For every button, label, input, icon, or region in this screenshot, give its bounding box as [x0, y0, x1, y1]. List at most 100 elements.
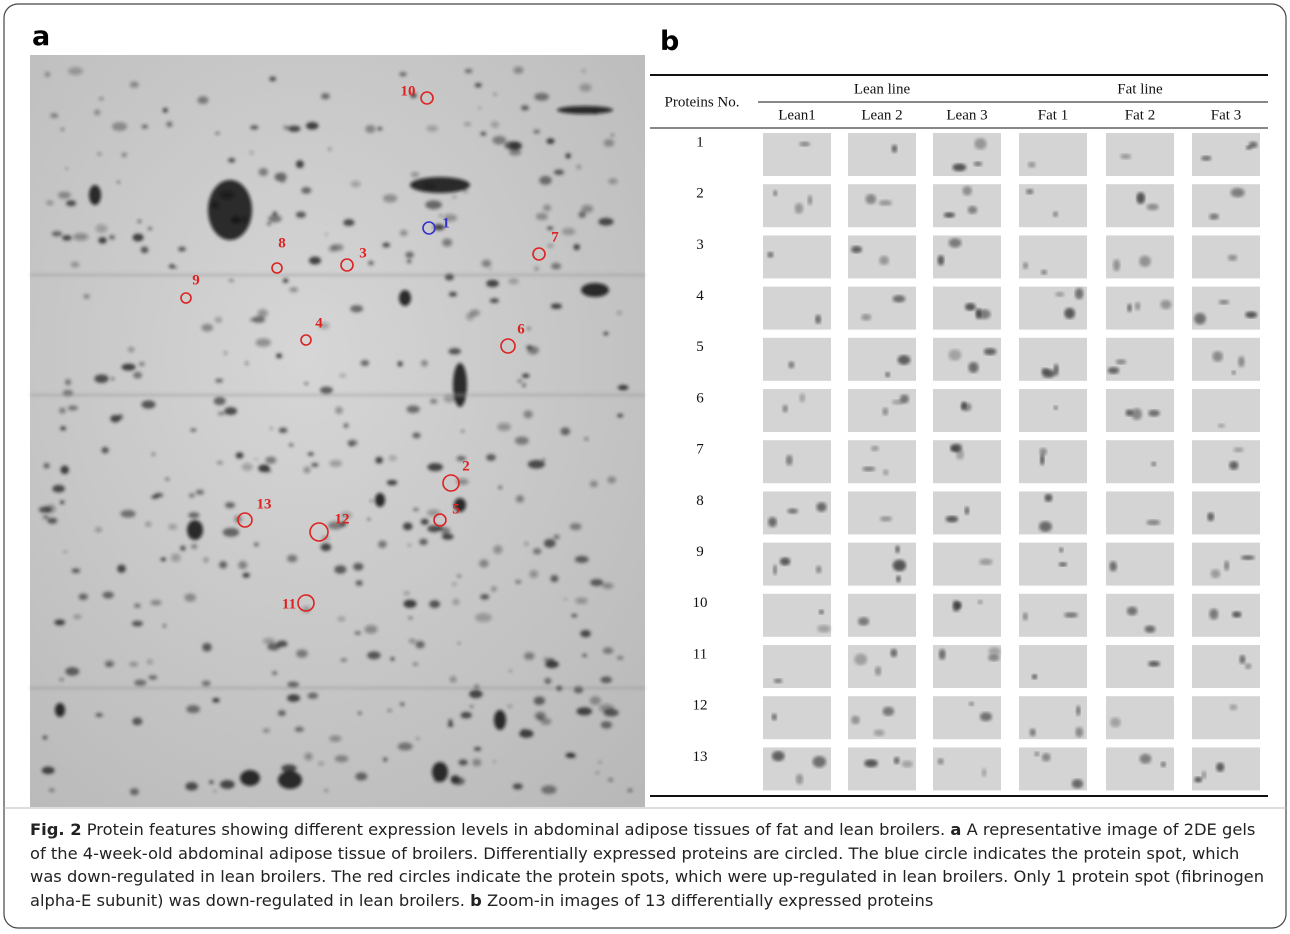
zoom-spot [815, 565, 822, 574]
zoom-spot [851, 715, 860, 725]
gel-spot [58, 191, 71, 199]
spot-markers: 10 1 8 3 7 9 4 6 2 13 12 5 11 [180, 83, 559, 612]
zoom-table: Proteins No. Lean line Fat line Lean1 Lean 2… [650, 74, 1268, 797]
gel-spot [97, 152, 102, 156]
panel-ref: a [950, 820, 962, 839]
gel-spot [454, 498, 466, 512]
gel-spot [534, 266, 539, 271]
zoom-image [1019, 645, 1087, 688]
zoom-spot [771, 751, 785, 762]
gel-spot [475, 613, 492, 622]
gel-spot [70, 261, 80, 268]
spot-circle [300, 334, 312, 346]
gel-spot [402, 522, 413, 531]
gel-spot [288, 443, 294, 447]
gel-spot [407, 544, 412, 547]
gel-spot [602, 582, 614, 589]
gel-spot [327, 521, 344, 530]
gel-spot [94, 109, 101, 116]
zoom-spot [1207, 512, 1215, 522]
gel-spot [219, 561, 228, 569]
gel-spot [590, 578, 604, 587]
gel-spot [301, 187, 312, 194]
gel-spot [288, 125, 301, 132]
gel-spot [449, 676, 457, 683]
gel-spot [268, 214, 282, 223]
zoom-spot [1233, 447, 1244, 453]
zoom-spot [895, 575, 901, 583]
gel-spot [550, 575, 559, 583]
gel-spot [441, 533, 454, 540]
gel-spot [309, 256, 321, 265]
row-header: Proteins No. [665, 94, 740, 110]
gel-spot [337, 616, 346, 622]
gel-spot [71, 568, 81, 574]
caption-text: Protein features showing different expre… [86, 820, 946, 839]
gel-spot [524, 542, 529, 546]
gel-spot [325, 233, 328, 236]
gel-spot [240, 770, 260, 786]
gel-spot [209, 780, 214, 784]
zoom-spot [1038, 521, 1052, 532]
gel-spot [38, 506, 52, 513]
zoom-spot [1231, 370, 1236, 375]
gel-spot [278, 427, 288, 434]
gel-spot [168, 523, 178, 530]
gel-spot [571, 614, 578, 618]
zoom-spot [1107, 367, 1120, 374]
gel-spot [201, 680, 211, 687]
gel-spot [420, 518, 429, 525]
zoom-spot [945, 515, 959, 523]
gel-spot [534, 92, 549, 101]
gel-spot [515, 495, 525, 503]
gel-spot [132, 717, 143, 726]
zoom-spot [854, 653, 868, 666]
gel-spot [410, 92, 417, 98]
gel-spot [540, 717, 552, 725]
row-label: 1 [696, 134, 704, 150]
gel-spot [287, 554, 298, 563]
gel-spot [94, 374, 109, 383]
zoom-image [1192, 440, 1260, 484]
gel-spot [560, 427, 571, 436]
zoom-image [1019, 440, 1087, 484]
row-label: 8 [696, 493, 704, 509]
zoom-spot [952, 163, 967, 172]
zoom-spot [794, 202, 804, 214]
gel-spot [60, 426, 67, 431]
zoom-spot [782, 404, 788, 413]
zoom-spot [1151, 461, 1157, 467]
gel-spot [595, 771, 600, 774]
zoom-spot [864, 759, 878, 768]
gel-spot [497, 422, 511, 431]
gel-spot [340, 511, 352, 519]
gel-spot [59, 407, 66, 414]
spot-label: 10 [401, 83, 416, 99]
zoom-spot [948, 238, 962, 248]
column-header: Lean 2 [861, 107, 902, 123]
zoom-spot [1227, 254, 1238, 261]
row-label: 3 [696, 237, 704, 253]
gel-spot [408, 638, 416, 644]
zoom-spot [1127, 303, 1132, 313]
zoom-spot [1160, 761, 1166, 768]
zoom-spot [965, 303, 976, 311]
gel-spot [220, 779, 235, 789]
gel-spot [148, 227, 152, 231]
zoom-image [1019, 389, 1087, 432]
gel-spot [68, 67, 83, 76]
gel-spot [111, 377, 114, 381]
gel-spot [575, 597, 588, 605]
gel-spot [493, 760, 496, 763]
gel-spot [448, 348, 461, 355]
zoom-spot [799, 141, 811, 147]
gel-spot [520, 105, 529, 111]
row-label: 12 [693, 698, 708, 714]
zoom-spot [815, 314, 821, 325]
gel-spot [99, 97, 104, 100]
gel-spot [458, 759, 468, 766]
gel-spot [367, 518, 371, 521]
gel-spot [78, 593, 88, 601]
gel-spot [67, 405, 78, 411]
panel-label: a [32, 21, 50, 52]
